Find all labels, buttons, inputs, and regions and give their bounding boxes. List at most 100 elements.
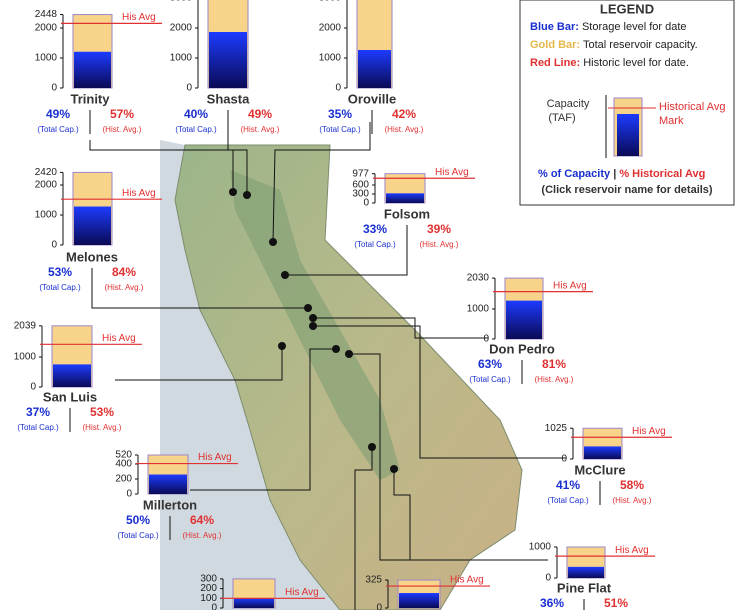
y-tick-label: 0 bbox=[335, 83, 341, 94]
reservoir: 0100020003000His AvgShasta40%49%(Total C… bbox=[170, 0, 280, 134]
y-tick-label: 2030 bbox=[467, 273, 490, 284]
legend-unit: (TAF) bbox=[548, 112, 575, 124]
pct-capacity: 41% bbox=[556, 478, 580, 492]
reservoir-name[interactable]: San Luis bbox=[43, 389, 97, 404]
legend-text: Storage level for date bbox=[582, 21, 687, 33]
hist-avg-label: His Avg bbox=[435, 167, 469, 178]
y-tick-label: 0 bbox=[561, 454, 567, 465]
hist-avg-label: His Avg bbox=[553, 280, 587, 291]
storage-bar bbox=[74, 206, 111, 245]
legend-key: Red Line: bbox=[530, 57, 580, 69]
y-tick-label: 1000 bbox=[467, 304, 490, 315]
pct-hist: 39% bbox=[427, 222, 451, 236]
hist-avg-note: (Hist. Avg.) bbox=[420, 240, 459, 249]
hist-avg-label: His Avg bbox=[285, 587, 319, 598]
total-cap-note: (Total Cap.) bbox=[469, 375, 511, 384]
storage-bar bbox=[568, 566, 604, 578]
hist-avg-label: His Avg bbox=[632, 426, 666, 437]
y-tick-label: 1000 bbox=[35, 210, 58, 221]
pct-hist: 42% bbox=[392, 107, 416, 121]
y-tick-label: 2448 bbox=[35, 9, 58, 20]
y-tick-label: 0 bbox=[483, 334, 489, 345]
pct-capacity: 53% bbox=[48, 265, 72, 279]
storage-bar bbox=[149, 474, 187, 494]
hist-avg-note: (Hist. Avg.) bbox=[385, 125, 424, 134]
y-tick-label: 977 bbox=[352, 168, 369, 179]
pct-capacity: 36% bbox=[540, 596, 564, 610]
hist-avg-label: His Avg bbox=[615, 545, 649, 556]
y-tick-label: 2000 bbox=[35, 180, 58, 191]
y-tick-label: 0 bbox=[30, 382, 36, 393]
y-tick-label: 3000 bbox=[170, 0, 193, 4]
storage-bar bbox=[399, 593, 439, 608]
hist-avg-note: (Hist. Avg.) bbox=[613, 496, 652, 505]
reservoir-name[interactable]: Melones bbox=[66, 249, 118, 264]
reservoir-name[interactable]: McClure bbox=[574, 462, 625, 477]
legend-pct-cap: % of Capacity bbox=[538, 168, 611, 180]
reservoir-name[interactable]: Don Pedro bbox=[489, 341, 555, 356]
reservoir-name[interactable]: Oroville bbox=[348, 91, 396, 106]
pct-hist: 64% bbox=[190, 513, 214, 527]
legend-item: Gold Bar: Total reservoir capacity. bbox=[530, 39, 698, 51]
y-tick-label: 325 bbox=[365, 575, 382, 586]
y-tick-label: 1000 bbox=[170, 53, 193, 64]
y-tick-label: 300 bbox=[200, 574, 217, 585]
y-tick-label: 520 bbox=[115, 450, 132, 461]
legend-item: Red Line: Historic level for date. bbox=[530, 57, 689, 69]
pct-capacity: 40% bbox=[184, 107, 208, 121]
y-tick-label: 300 bbox=[352, 189, 369, 200]
pct-hist: 57% bbox=[110, 107, 134, 121]
y-tick-label: 0 bbox=[51, 83, 57, 94]
legend-mark: Historical Avg Mark bbox=[659, 101, 725, 127]
legend-note: (Click reservoir name for details) bbox=[541, 184, 713, 196]
hist-avg-label: His Avg bbox=[122, 188, 156, 199]
pct-hist: 58% bbox=[620, 478, 644, 492]
legend-key: Gold Bar: bbox=[530, 39, 580, 51]
y-tick-label: 0 bbox=[545, 573, 551, 584]
pct-hist: 81% bbox=[542, 357, 566, 371]
y-tick-label: 2000 bbox=[170, 23, 193, 34]
hist-avg-label: His Avg bbox=[122, 12, 156, 23]
legend-capacity: Capacity bbox=[547, 98, 590, 110]
y-tick-label: 1000 bbox=[529, 542, 552, 553]
y-tick-label: 0 bbox=[51, 240, 57, 251]
connectors bbox=[89, 122, 566, 610]
storage-bar bbox=[386, 193, 424, 203]
storage-bar bbox=[209, 31, 247, 89]
pct-hist: 53% bbox=[90, 405, 114, 419]
storage-bar bbox=[74, 51, 111, 88]
hist-avg-note: (Hist. Avg.) bbox=[105, 283, 144, 292]
total-cap-note: (Total Cap.) bbox=[175, 125, 217, 134]
reservoir: 0 325 His Avg bbox=[365, 575, 490, 610]
reservoir-name[interactable]: Millerton bbox=[143, 497, 197, 512]
y-tick-label: 400 bbox=[115, 459, 132, 470]
y-tick-label: 2039 bbox=[14, 320, 37, 331]
reservoir: 0100020003000His AvgOroville35%42%(Total… bbox=[319, 0, 424, 134]
legend-key: Blue Bar: bbox=[530, 21, 579, 33]
storage-bar bbox=[358, 49, 391, 88]
reservoir-name[interactable]: Trinity bbox=[70, 91, 110, 106]
y-tick-label: 0 bbox=[126, 489, 132, 500]
legend-text: Total reservoir capacity. bbox=[583, 39, 698, 51]
y-tick-label: 2420 bbox=[35, 167, 58, 178]
legend-blue bbox=[617, 114, 639, 156]
y-tick-label: 3000 bbox=[319, 0, 342, 4]
total-cap-note: (Total Cap.) bbox=[37, 125, 79, 134]
storage-bar bbox=[53, 364, 91, 387]
reservoir-name[interactable]: Shasta bbox=[207, 91, 250, 106]
hist-avg-note: (Hist. Avg.) bbox=[103, 125, 142, 134]
y-tick-label: 1000 bbox=[319, 53, 342, 64]
hist-avg-note: (Hist. Avg.) bbox=[535, 375, 574, 384]
y-tick-label: 200 bbox=[115, 474, 132, 485]
reservoir-name[interactable]: Folsom bbox=[384, 206, 430, 221]
hist-avg-note: (Hist. Avg.) bbox=[183, 531, 222, 540]
y-tick-label: 100 bbox=[200, 593, 217, 604]
y-tick-label: 0 bbox=[376, 603, 382, 610]
reservoir-name[interactable]: Pine Flat bbox=[557, 580, 612, 595]
